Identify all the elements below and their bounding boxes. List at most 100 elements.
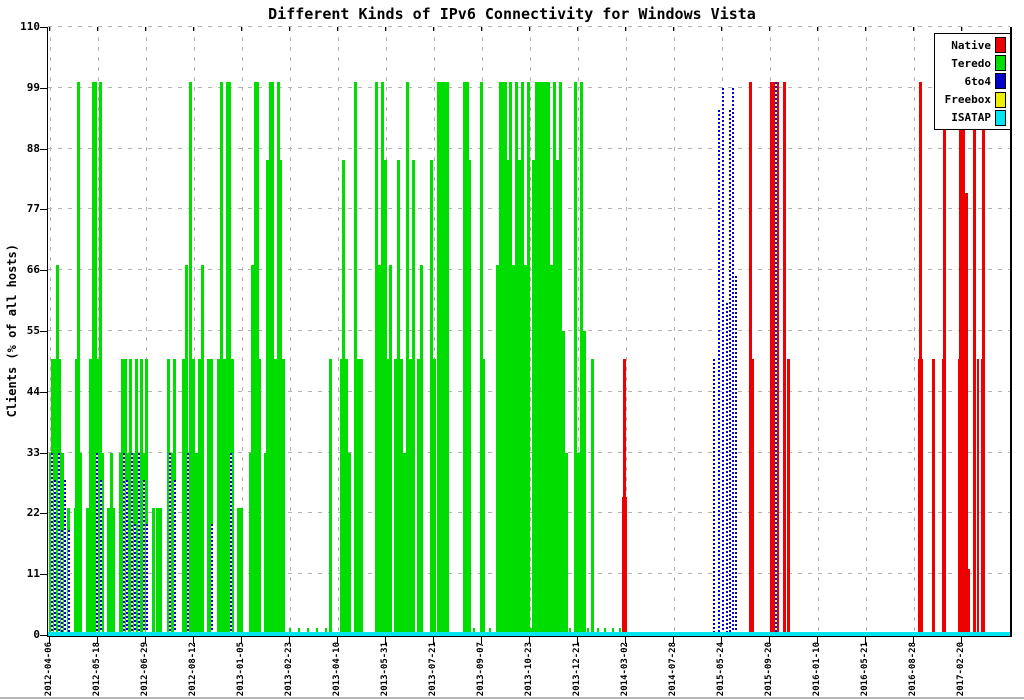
x-tick-label: 2012-08-12	[188, 642, 198, 697]
y-tick-label: 88	[26, 141, 40, 155]
teredo-bar	[503, 82, 507, 635]
teredo-bar	[159, 508, 162, 635]
teredo-bar	[269, 82, 272, 635]
teredo-bar	[251, 265, 254, 635]
teredo-bar	[274, 359, 277, 635]
native-bar	[973, 88, 976, 635]
legend-item-isatap: ISATAP	[939, 109, 1006, 126]
x-tick-label: 2012-05-18	[92, 642, 102, 697]
teredo-bar	[463, 82, 466, 635]
teredo-bar	[110, 453, 113, 635]
teredo-bar	[412, 160, 415, 635]
legend-label: 6to4	[964, 74, 992, 88]
x-gridline	[98, 27, 99, 635]
teredo-bar	[145, 359, 148, 635]
legend-label: ISATAP	[951, 111, 991, 125]
teredo-bar	[92, 82, 95, 635]
teredo-bar	[597, 628, 599, 635]
y-tick-label: 44	[26, 384, 40, 398]
x-tick-mark-top	[721, 27, 722, 31]
native-bar	[770, 82, 774, 635]
x-tick-mark	[817, 637, 818, 644]
y-gridline	[48, 26, 1010, 27]
x-tick-label: 2016-01-10	[812, 642, 822, 697]
legend-swatch-6to4	[995, 73, 1006, 90]
native-bar	[962, 88, 965, 635]
teredo-bar	[354, 82, 357, 635]
6to4-bar	[58, 453, 60, 635]
y-tick-mark	[40, 635, 47, 636]
teredo-bar	[279, 160, 282, 635]
teredo-bar	[226, 82, 229, 635]
teredo-bar	[506, 160, 509, 635]
teredo-bar	[556, 160, 559, 635]
teredo-bar	[195, 453, 198, 635]
x-gridline	[866, 27, 867, 635]
teredo-bar	[406, 82, 409, 635]
native-bar	[749, 82, 752, 635]
x-gridline	[578, 27, 579, 635]
teredo-bar	[256, 82, 259, 635]
x-tick-mark-top	[241, 27, 242, 31]
teredo-bar	[207, 359, 210, 635]
teredo-bar	[375, 82, 378, 635]
native-bar	[977, 359, 979, 635]
teredo-bar	[381, 82, 384, 635]
teredo-bar	[360, 359, 363, 635]
teredo-bar	[378, 265, 381, 635]
native-bar	[943, 88, 946, 635]
y-tick-label: 0	[33, 628, 40, 641]
y-tick-label: 11	[26, 567, 40, 581]
teredo-bar	[482, 359, 485, 635]
teredo-bar	[394, 359, 397, 635]
teredo-bar	[264, 453, 267, 635]
teredo-bar	[521, 82, 524, 635]
6to4-bar	[713, 359, 715, 635]
teredo-bar	[237, 508, 240, 635]
y-tick-mark	[40, 574, 47, 576]
6to4-bar	[61, 530, 63, 635]
6to4-bar	[174, 480, 176, 635]
6to4-bar	[722, 88, 724, 635]
teredo-bar	[220, 82, 223, 635]
teredo-bar	[124, 359, 127, 635]
teredo-bar	[127, 453, 130, 635]
native-bar	[783, 82, 786, 635]
6to4-bar	[131, 453, 133, 635]
6to4-bar	[726, 303, 728, 635]
teredo-bar	[604, 628, 606, 635]
x-tick-label: 2013-05-31	[380, 642, 390, 697]
x-tick-label: 2013-09-07	[476, 642, 486, 697]
teredo-bar	[223, 359, 226, 635]
legend-item-freebox: Freebox	[939, 91, 1006, 108]
6to4-bar	[211, 524, 213, 635]
x-tick-mark	[865, 637, 866, 644]
native-bar	[623, 359, 626, 635]
teredo-bar	[49, 453, 52, 635]
x-gridline	[914, 27, 915, 635]
x-tick-label: 2013-10-23	[524, 642, 534, 697]
x-gridline	[242, 27, 243, 635]
teredo-bar	[107, 508, 110, 635]
teredo-bar	[480, 82, 483, 635]
teredo-bar	[547, 82, 550, 635]
6to4-bar	[68, 530, 70, 635]
native-bar	[968, 569, 970, 635]
teredo-bar	[587, 628, 589, 635]
teredo-bar	[489, 628, 491, 635]
teredo-bar	[79, 453, 82, 635]
teredo-bar	[387, 359, 390, 635]
x-tick-mark-top	[769, 27, 770, 31]
teredo-bar	[619, 628, 621, 635]
x-gridline	[674, 27, 675, 635]
teredo-bar	[189, 82, 192, 635]
legend-item-teredo: Teredo	[939, 55, 1006, 72]
6to4-bar	[100, 480, 102, 635]
teredo-bar	[430, 160, 433, 635]
x-tick-mark	[49, 637, 50, 644]
x-tick-label: 2012-06-29	[140, 642, 150, 697]
teredo-bar	[277, 82, 280, 635]
teredo-bar	[101, 453, 104, 635]
teredo-bar	[254, 82, 257, 635]
teredo-bar	[94, 82, 97, 635]
